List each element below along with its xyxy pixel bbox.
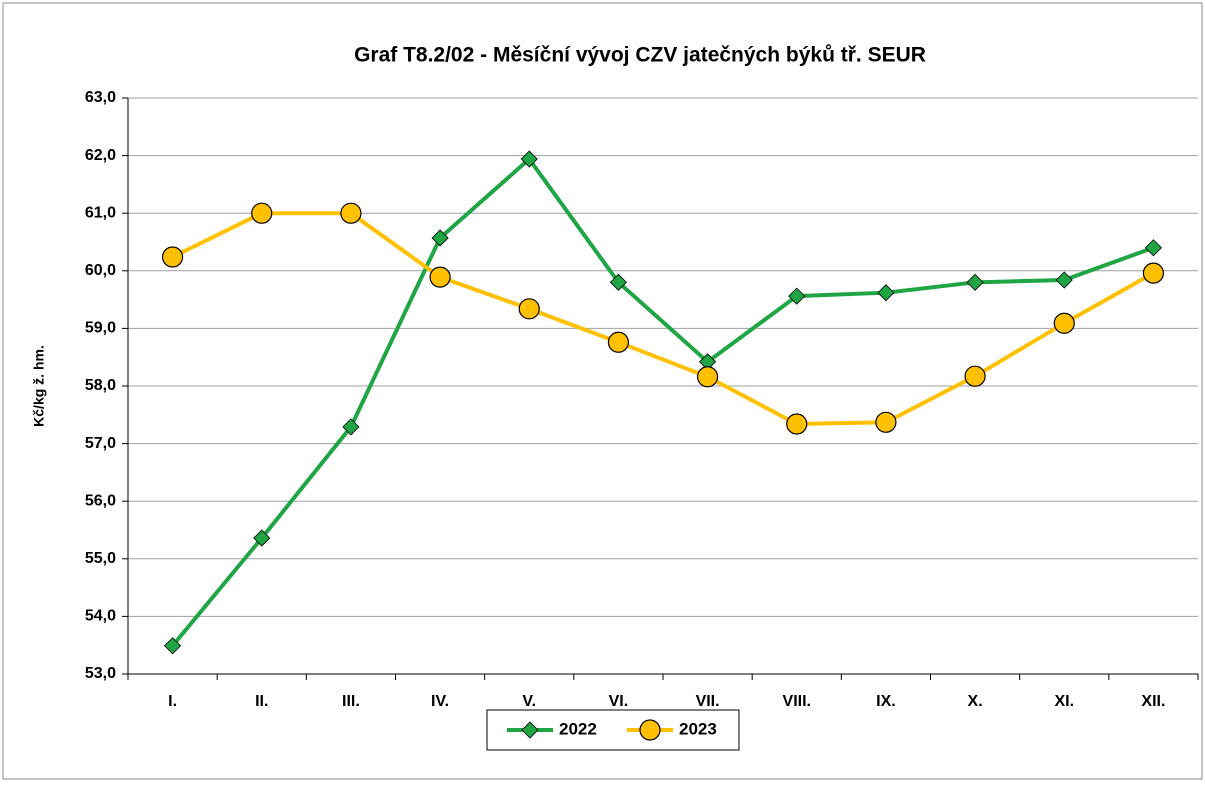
y-tick-label: 58,0 [85, 377, 116, 394]
legend-label: 2022 [559, 719, 597, 738]
point [340, 202, 362, 224]
point [696, 366, 719, 388]
point [518, 298, 540, 320]
point [966, 273, 984, 291]
x-tick-label: II. [255, 693, 268, 710]
point [875, 411, 897, 433]
y-tick-label: 55,0 [85, 550, 116, 567]
point [520, 150, 538, 168]
y-tick-label: 60,0 [85, 262, 116, 279]
point [877, 284, 895, 302]
x-tick-label: XII. [1141, 693, 1165, 710]
y-tick-label: 53,0 [85, 665, 116, 682]
point [1142, 262, 1165, 284]
x-tick-label: VI. [609, 693, 629, 710]
series-line [171, 211, 1155, 427]
y-tick-label: 62,0 [85, 147, 116, 164]
point [164, 637, 182, 655]
x-tick-label: XI. [1054, 693, 1074, 710]
point [609, 273, 627, 291]
point [786, 413, 808, 435]
y-tick-label: 63,0 [85, 89, 116, 106]
y-tick-label: 59,0 [85, 320, 116, 337]
chart-title: Graf T8.2/02 - Měsíční vývoj CZV jatečný… [354, 44, 926, 67]
point [431, 229, 449, 247]
x-tick-label: VII. [696, 693, 720, 710]
legend-label: 2023 [679, 719, 717, 738]
legend-marker [521, 721, 539, 739]
point [1055, 271, 1073, 289]
x-tick-label: IV. [431, 693, 449, 710]
point [607, 331, 630, 353]
point [161, 246, 184, 268]
y-tick-label: 54,0 [85, 608, 116, 625]
series-line [171, 156, 1155, 648]
point [253, 529, 271, 547]
y-tick-label: 56,0 [85, 492, 116, 509]
x-tick-label: I. [168, 693, 177, 710]
point [1144, 239, 1162, 257]
y-tick-label: 57,0 [85, 435, 116, 452]
x-tick-label: X. [968, 693, 983, 710]
point [342, 418, 360, 436]
point [964, 365, 986, 387]
y-tick-label: 61,0 [85, 204, 116, 221]
point [788, 287, 806, 305]
point [1053, 312, 1075, 334]
legend-marker [639, 719, 661, 741]
y-axis-label: Kč/kg ž. hm. [31, 345, 47, 427]
x-tick-label: III. [342, 693, 360, 710]
point [251, 202, 273, 224]
x-tick-label: IX. [876, 693, 896, 710]
x-tick-label: VIII. [783, 693, 811, 710]
point [429, 266, 451, 288]
x-tick-label: V. [522, 693, 536, 710]
